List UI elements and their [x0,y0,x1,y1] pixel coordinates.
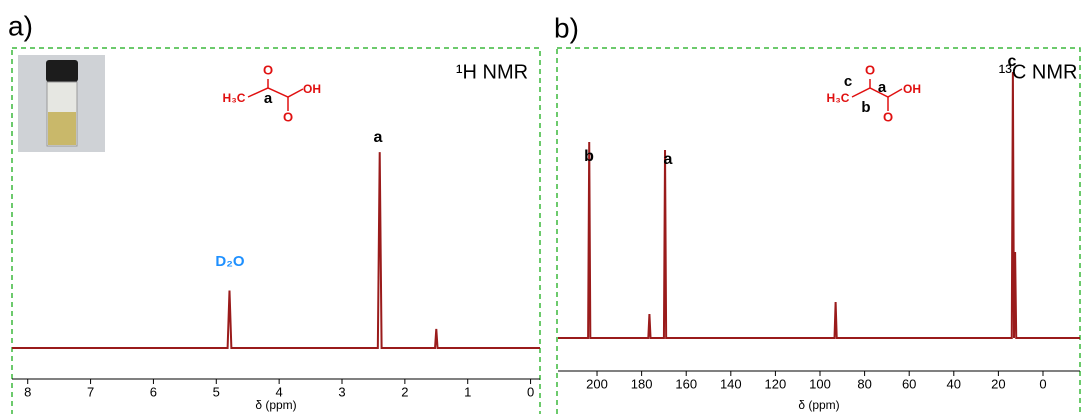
x-tick-label: 3 [338,384,345,399]
annotation: OH [303,82,321,96]
structure-bonds [247,79,903,111]
x-tick-label: 120 [765,376,787,391]
x-tick-label: 1 [464,384,471,399]
x-tick-label: 8 [24,384,31,399]
x-tick-label: 60 [902,376,916,391]
annotation: D₂O [215,253,244,270]
annotation: H₃C [223,91,246,105]
panel-label: a) [8,10,33,41]
annotation: b [584,148,594,165]
x-tick-label: 200 [586,376,608,391]
x-tick-label: 6 [150,384,157,399]
annotation: ¹³C NMR [999,61,1078,83]
x-tick-label: 0 [527,384,534,399]
annotation: ¹H NMR [456,61,528,83]
annotation: a [664,151,673,168]
x-tick-label: 160 [675,376,697,391]
x-tick-label: 180 [631,376,653,391]
vial-photo [18,55,105,152]
x-axis-title: δ (ppm) [255,398,296,412]
x-tick-label: 5 [213,384,220,399]
annotation: O [263,62,273,77]
x-tick-label: 100 [809,376,831,391]
annotation: a [374,129,383,146]
x-axis-title: δ (ppm) [798,398,839,412]
annotation: a [878,79,887,96]
x-tick-label: 4 [276,384,283,399]
annotation: c [844,73,852,90]
annotation: O [883,109,893,124]
panel-label: b) [554,12,579,43]
x-tick-label: 7 [87,384,94,399]
panel-frame [11,47,541,414]
x-tick-label: 0 [1039,376,1046,391]
panel-frame [556,47,1081,414]
annotation: c [1008,53,1017,70]
annotation: b [861,99,870,116]
spectrum-line [558,71,1080,339]
annotation: O [865,62,875,77]
annotation: OH [903,82,921,96]
x-tick-label: 40 [947,376,961,391]
annotation: H₃C [827,91,850,105]
x-tick-label: 2 [401,384,408,399]
annotation: O [283,109,293,124]
x-tick-label: 20 [991,376,1005,391]
x-tick-label: 80 [857,376,871,391]
annotation: a [264,90,273,107]
x-tick-label: 140 [720,376,742,391]
spectrum-line [12,152,540,350]
